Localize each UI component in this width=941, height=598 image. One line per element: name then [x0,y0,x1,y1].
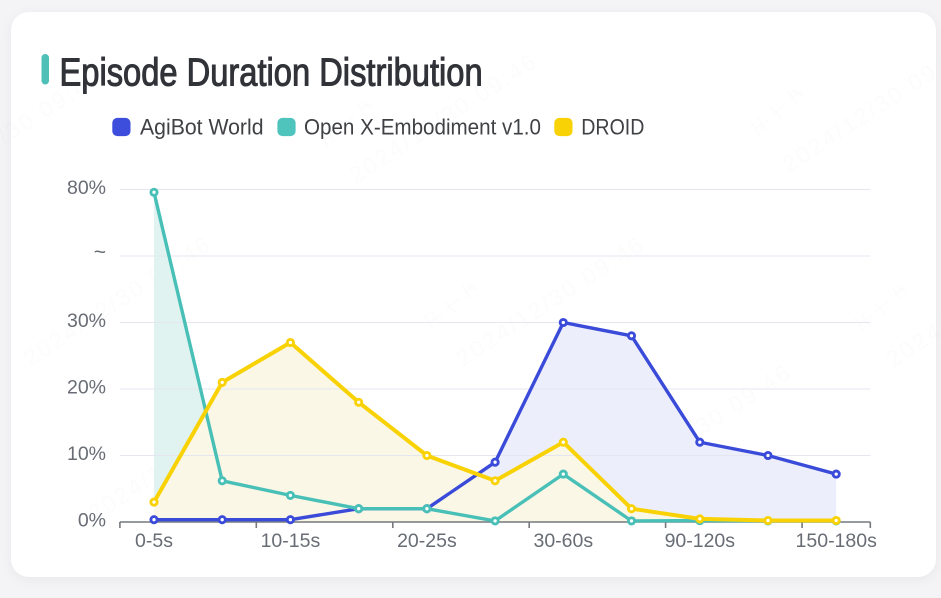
svg-text:20-25s: 20-25s [397,530,457,552]
svg-text:80%: 80% [67,177,106,199]
svg-text:DROID: DROID [581,115,644,139]
svg-text:0%: 0% [78,509,106,531]
svg-text:20%: 20% [67,376,106,398]
svg-text:90-120s: 90-120s [665,530,736,552]
svg-text:30%: 30% [67,310,106,332]
svg-text:10%: 10% [67,443,106,465]
svg-text:Episode Duration Distribution: Episode Duration Distribution [60,50,483,94]
svg-text:150-180s: 150-180s [796,530,878,552]
svg-text:10-15s: 10-15s [261,530,321,552]
svg-text:2024/12/30 09:46: 2024/12/30 09:46 [882,231,941,372]
svg-text:30-60s: 30-60s [533,530,593,552]
svg-text:0-5s: 0-5s [135,530,173,552]
svg-text:AgiBot World: AgiBot World [140,114,264,139]
svg-text:2024/12/30 09:46: 2024/12/30 09:46 [778,36,941,177]
svg-text:~: ~ [94,241,106,264]
svg-text:Open X-Embodiment v1.0: Open X-Embodiment v1.0 [304,115,541,140]
